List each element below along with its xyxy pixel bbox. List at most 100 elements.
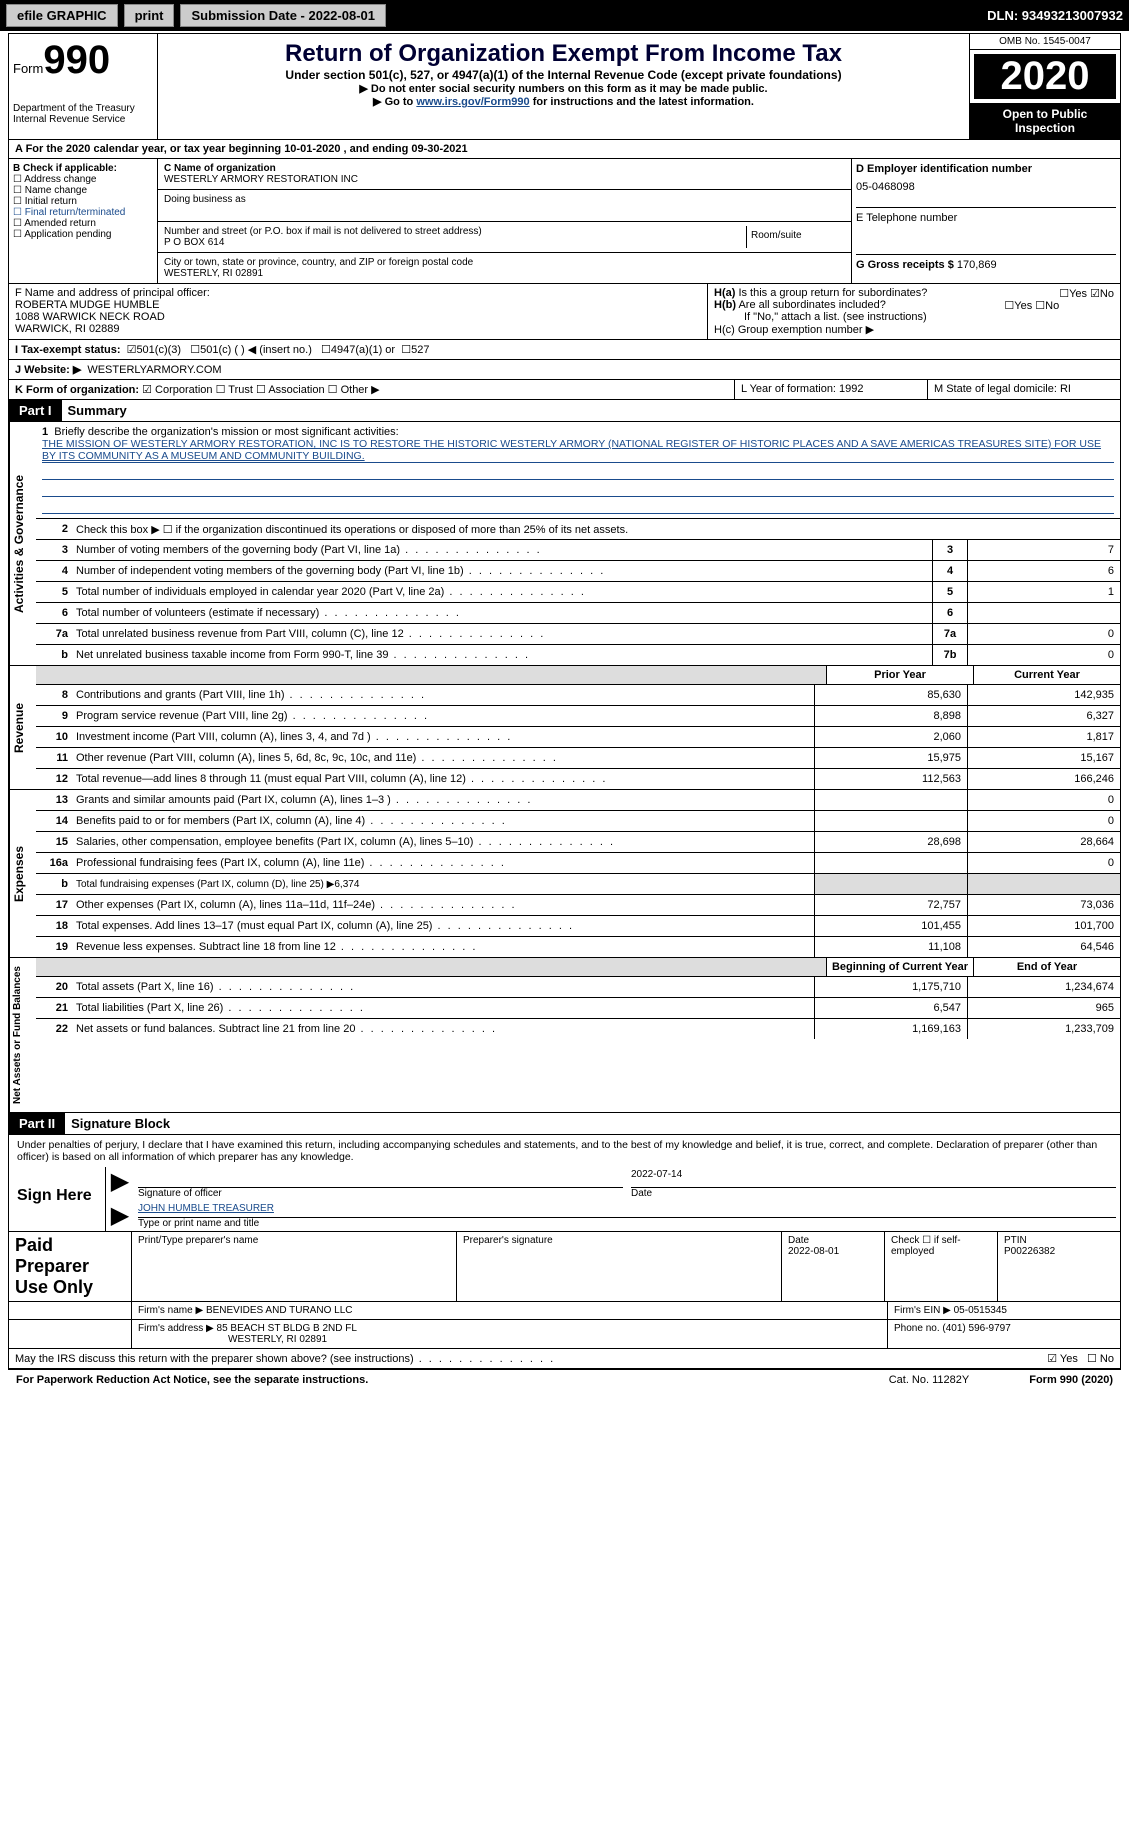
row-prior: 1,169,163	[814, 1019, 967, 1039]
q2-num: 2	[36, 521, 72, 537]
sig-line[interactable]	[138, 1169, 623, 1188]
netassets-body: Beginning of Current Year End of Year 20…	[36, 958, 1120, 1112]
q2-row: 2 Check this box ▶ ☐ if the organization…	[36, 518, 1120, 540]
entity-block: B Check if applicable: ☐ Address change …	[8, 159, 1121, 284]
row-num: 13	[36, 792, 72, 808]
row-curr: 101,700	[967, 916, 1120, 936]
ein-label: D Employer identification number	[856, 163, 1116, 175]
officer-sig-field: Signature of officer	[134, 1167, 627, 1201]
dba-value	[164, 205, 845, 217]
gross-label: G Gross receipts $	[856, 259, 954, 271]
initial-return-label: Initial return	[25, 196, 77, 207]
gov-row: 3 Number of voting members of the govern…	[36, 540, 1120, 561]
rev-rows: 8 Contributions and grants (Part VIII, l…	[36, 685, 1120, 789]
header-middle: Return of Organization Exempt From Incom…	[158, 34, 969, 139]
row-prior	[814, 874, 967, 894]
instruction-1: ▶ Do not enter social security numbers o…	[162, 82, 965, 95]
exp-rows: 13 Grants and similar amounts paid (Part…	[36, 790, 1120, 957]
form-org-label: K Form of organization:	[15, 384, 139, 396]
box-f: F Name and address of principal officer:…	[9, 284, 708, 339]
state-domicile: M State of legal domicile: RI	[928, 380, 1120, 399]
row-num: 15	[36, 834, 72, 850]
part1-header: Part I Summary	[8, 400, 1121, 422]
gov-row: 5 Total number of individuals employed i…	[36, 582, 1120, 603]
org-name-cell: C Name of organization WESTERLY ARMORY R…	[158, 159, 851, 190]
rev-col-headers: Prior Year Current Year	[36, 666, 1120, 685]
box-h: H(a) Is this a group return for subordin…	[708, 284, 1120, 339]
org-name: WESTERLY ARMORY RESTORATION INC	[164, 174, 845, 185]
open-inspection: Open to Public Inspection	[970, 103, 1120, 139]
part1-title: Summary	[62, 403, 127, 418]
form-number: Form990	[13, 38, 153, 83]
row-val: 7	[967, 540, 1120, 560]
row-prior: 28,698	[814, 832, 967, 852]
row-num: 22	[36, 1021, 72, 1037]
print-button[interactable]: print	[124, 4, 175, 27]
row-desc: Contributions and grants (Part VIII, lin…	[72, 687, 814, 703]
firm-addr-label: Firm's address ▶	[138, 1323, 214, 1334]
check-name-change[interactable]: ☐ Name change	[13, 185, 153, 196]
org-name-label: C Name of organization	[164, 163, 845, 174]
check-pending[interactable]: ☐ Application pending	[13, 229, 153, 240]
street-label: Number and street (or P.O. box if mail i…	[164, 226, 746, 237]
row-prior: 1,175,710	[814, 977, 967, 997]
sig-date-label: Date	[631, 1188, 1116, 1199]
row-curr: 0	[967, 790, 1120, 810]
header-left: Form990 Department of the Treasury Inter…	[9, 34, 158, 139]
mission-box: 1 Briefly describe the organization's mi…	[36, 422, 1120, 518]
check-initial-return[interactable]: ☐ Initial return	[13, 196, 153, 207]
dba-cell: Doing business as	[158, 190, 851, 222]
prep-row-3: Firm's address ▶ 85 BEACH ST BLDG B 2ND …	[9, 1320, 1120, 1348]
row-box: 7b	[932, 645, 967, 665]
irs-link[interactable]: www.irs.gov/Form990	[416, 96, 529, 108]
dba-label: Doing business as	[164, 194, 845, 205]
omb-number: OMB No. 1545-0047	[970, 34, 1120, 50]
row-box: 3	[932, 540, 967, 560]
trust-option: Trust	[228, 384, 253, 396]
self-emp-cell: Check ☐ if self-employed	[885, 1232, 998, 1301]
row-curr: 1,233,709	[967, 1019, 1120, 1039]
row-curr: 15,167	[967, 748, 1120, 768]
top-bar: efile GRAPHIC print Submission Date - 20…	[0, 0, 1129, 31]
gross-receipts: G Gross receipts $ 170,869	[856, 254, 1116, 271]
row-num: 8	[36, 687, 72, 703]
row-num: 10	[36, 729, 72, 745]
amended-label: Amended return	[24, 218, 96, 229]
declaration-text: Under penalties of perjury, I declare th…	[9, 1135, 1120, 1167]
year-formation: L Year of formation: 1992	[735, 380, 928, 399]
row-desc: Other expenses (Part IX, column (A), lin…	[72, 897, 814, 913]
officer-name: ROBERTA MUDGE HUMBLE	[15, 299, 701, 311]
row-num: 20	[36, 979, 72, 995]
row-desc: Salaries, other compensation, employee b…	[72, 834, 814, 850]
row-prior: 15,975	[814, 748, 967, 768]
box-b: B Check if applicable: ☐ Address change …	[9, 159, 158, 283]
check-address-change[interactable]: ☐ Address change	[13, 174, 153, 185]
part2-title: Signature Block	[65, 1116, 170, 1131]
hb-row: H(b) Are all subordinates included? ☐Yes…	[714, 299, 1114, 311]
check-amended[interactable]: ☐ Amended return	[13, 218, 153, 229]
firm-name-value: BENEVIDES AND TURANO LLC	[206, 1305, 353, 1316]
part2-label: Part II	[9, 1113, 65, 1134]
row-num: 14	[36, 813, 72, 829]
row-prior: 85,630	[814, 685, 967, 705]
check-final-return[interactable]: ☐ Final return/terminated	[13, 207, 153, 218]
row-num: 19	[36, 939, 72, 955]
row-desc: Total expenses. Add lines 13–17 (must eq…	[72, 918, 814, 934]
governance-body: 1 Briefly describe the organization's mi…	[36, 422, 1120, 665]
data-row: 10 Investment income (Part VIII, column …	[36, 727, 1120, 748]
box-b-title: B Check if applicable:	[13, 163, 153, 174]
firm-ein-cell: Firm's EIN ▶ 05-0515345	[888, 1302, 1120, 1319]
room-cell: Room/suite	[747, 226, 845, 248]
501c-option: 501(c) ( ) ◀ (insert no.)	[200, 343, 312, 356]
firm-addr2: WESTERLY, RI 02891	[138, 1334, 327, 1345]
prep-row-1: Paid Preparer Use Only Print/Type prepar…	[9, 1232, 1120, 1302]
revenue-section: Revenue Prior Year Current Year 8 Contri…	[8, 666, 1121, 790]
line-k-lm: K Form of organization: ☑ Corporation ☐ …	[8, 380, 1121, 400]
gross-value: 170,869	[957, 259, 997, 271]
prep-sig-label: Preparer's signature	[463, 1235, 775, 1246]
footer-right: Form 990 (2020)	[1029, 1374, 1113, 1386]
city-label: City or town, state or province, country…	[164, 257, 845, 268]
row-num: 11	[36, 750, 72, 766]
signature-block: Under penalties of perjury, I declare th…	[8, 1135, 1121, 1232]
mission-blank2	[42, 480, 1114, 497]
